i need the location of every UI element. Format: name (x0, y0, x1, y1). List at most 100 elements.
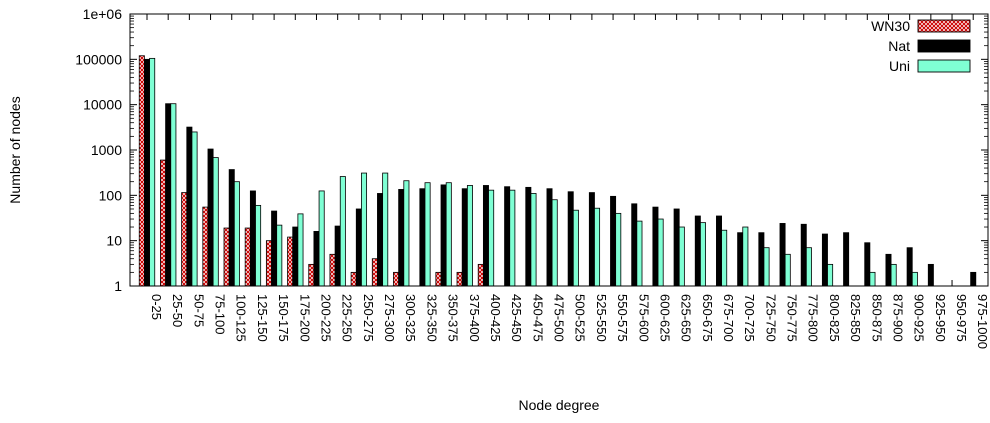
y-tick-label: 1e+06 (83, 6, 123, 22)
x-axis-title: Node degree (519, 397, 600, 413)
x-tick-label: 550-575 (615, 294, 630, 342)
bar-wn30-250-275 (350, 271, 357, 287)
x-tick-label: 350-375 (446, 294, 461, 342)
x-tick-label: 700-725 (742, 294, 757, 342)
bar-nat-800-825 (821, 233, 828, 287)
x-tick-label: 150-175 (276, 294, 291, 342)
x-tick-label: 50-75 (191, 294, 206, 327)
bar-nat-525-550 (588, 192, 595, 287)
x-tick-label: 325-350 (424, 294, 439, 342)
bar-uni-25-50 (170, 103, 177, 287)
bar-nat-650-675 (694, 215, 701, 287)
bar-uni-700-725 (742, 226, 749, 287)
y-tick-label: 1000 (91, 142, 122, 158)
bar-nat-200-225 (313, 231, 320, 287)
bar-nat-225-250 (334, 225, 341, 287)
x-tick-labels: 0-25 25-50 50-75 75-100 100-125 125-150 150-17… (149, 294, 990, 349)
bar-nat-175-200 (292, 226, 299, 287)
bar-uni-725-750 (763, 247, 770, 287)
bar-uni-650-675 (700, 222, 706, 287)
bar-nat-575-600 (631, 203, 638, 287)
bar-nat-600-625 (652, 206, 659, 287)
x-tick-label: 75-100 (213, 294, 228, 334)
bar-uni-900-925 (911, 271, 918, 287)
bar-uni-775-800 (805, 247, 812, 287)
bar-uni-375-400 (466, 185, 473, 287)
bar-nat-275-300 (377, 193, 384, 287)
bar-nat-350-375 (440, 184, 447, 287)
x-tick-label: 975-1000 (975, 294, 990, 349)
x-tick-label: 925-950 (933, 294, 948, 342)
x-tick-label: 600-625 (657, 294, 672, 342)
bar-uni-50-75 (191, 131, 198, 287)
bar-wn30-375-400 (456, 271, 463, 287)
y-tick-labels: 1 10 100 1000 10000 100000 1e+06 (75, 6, 122, 294)
bar-wn30-400-425 (477, 263, 484, 287)
x-tick-label: 500-525 (573, 294, 588, 342)
bar-uni-100-125 (233, 181, 240, 287)
y-tick-label: 10 (106, 233, 122, 249)
bar-nat-400-425 (482, 185, 489, 287)
bar-nat-75-100 (207, 148, 214, 287)
x-tick-label: 225-250 (340, 294, 355, 342)
x-tick-label: 525-550 (594, 294, 609, 342)
bar-nat-625-650 (673, 208, 680, 287)
bar-nat-150-175 (271, 210, 278, 287)
bar-wn30-200-225 (308, 263, 315, 287)
bar-uni-500-525 (572, 209, 579, 287)
bar-nat-325-350 (419, 188, 426, 287)
bar-wn30-75-100 (202, 206, 209, 287)
bar-wn30-25-50 (160, 159, 166, 287)
bar-uni-300-325 (403, 180, 410, 287)
x-tick-label: 825-850 (848, 294, 863, 342)
x-tick-label: 425-450 (509, 294, 524, 342)
bar-uni-0-25 (149, 57, 156, 287)
x-tick-label: 775-800 (806, 294, 821, 342)
bar-nat-0-25 (144, 58, 150, 287)
bar-wn30-150-175 (265, 240, 272, 287)
bar-nat-375-400 (461, 188, 468, 287)
bar-nat-675-700 (716, 215, 722, 287)
bar-nat-775-800 (800, 223, 807, 287)
bar-uni-175-200 (297, 213, 304, 287)
bar-uni-125-150 (255, 204, 262, 287)
x-tick-label: 650-675 (700, 294, 715, 342)
bar-uni-350-375 (445, 182, 452, 287)
bar-uni-675-700 (721, 229, 728, 287)
bar-nat-125-150 (249, 190, 256, 287)
legend-label-nat: Nat (888, 38, 910, 54)
x-tick-label: 300-325 (403, 294, 418, 342)
bar-uni-475-500 (551, 199, 558, 287)
x-tick-label: 850-875 (869, 294, 884, 342)
bar-uni-850-875 (869, 271, 876, 287)
x-tick-label: 0-25 (149, 294, 164, 320)
x-tick-label: 375-400 (467, 294, 482, 342)
bar-uni-625-650 (678, 226, 685, 287)
bar-wn30-225-250 (329, 253, 336, 287)
bar-nat-725-750 (758, 232, 765, 287)
x-tick-label: 25-50 (170, 294, 185, 327)
x-tick-label: 675-700 (721, 294, 736, 342)
bar-nat-450-475 (525, 186, 532, 287)
y-tick-label: 100 (99, 187, 123, 203)
bar-uni-150-175 (276, 224, 283, 287)
bar-nat-500-525 (567, 191, 574, 287)
bars-layer (138, 55, 977, 287)
legend-label-wn30: WN30 (871, 18, 910, 34)
x-tick-label: 450-475 (530, 294, 545, 342)
bar-uni-200-225 (318, 190, 325, 287)
bar-nat-475-500 (546, 188, 553, 287)
x-tick-label: 575-600 (636, 294, 651, 342)
bar-wn30-100-125 (223, 227, 230, 287)
bar-uni-225-250 (339, 176, 346, 287)
bar-nat-850-875 (864, 242, 871, 287)
x-tick-label: 900-925 (912, 294, 927, 342)
x-tick-label: 125-150 (255, 294, 270, 342)
legend-swatch-nat (917, 39, 971, 53)
x-tick-label: 625-650 (679, 294, 694, 342)
bar-nat-100-125 (228, 169, 235, 287)
x-tick-label: 750-775 (785, 294, 800, 342)
bar-nat-700-725 (737, 232, 744, 287)
legend-label-uni: Uni (889, 58, 910, 74)
